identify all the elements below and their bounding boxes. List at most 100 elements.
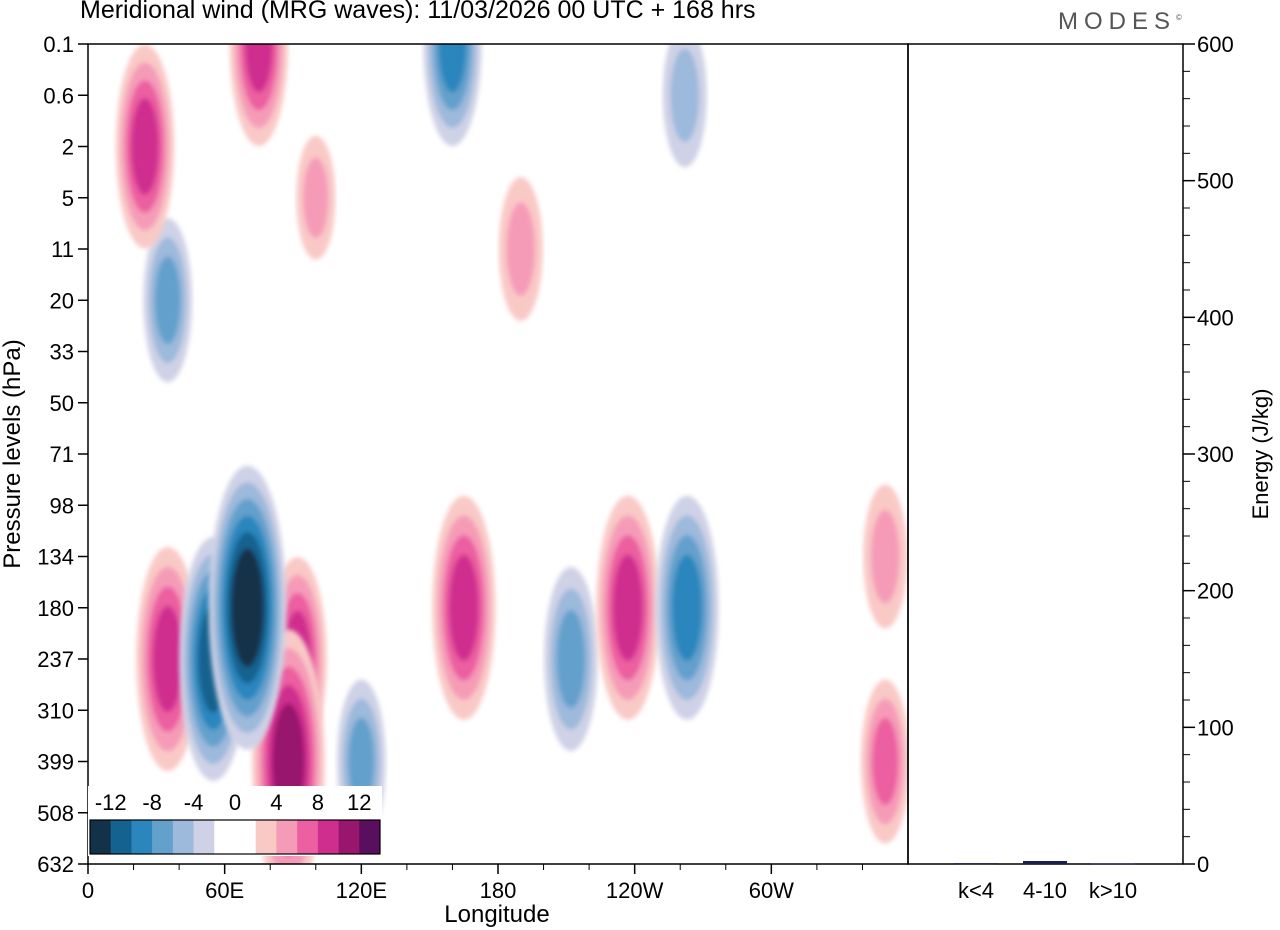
- energy-tick-label: 600: [1197, 32, 1234, 57]
- y-tick-label: 180: [37, 596, 74, 621]
- wind-contour-pos-4: [244, 44, 273, 93]
- modes-logo-mark: ©: [1176, 13, 1182, 22]
- colorbar-cell: [90, 820, 112, 854]
- colorbar-cell: [235, 820, 257, 854]
- colorbar-cell: [276, 820, 298, 854]
- wind-contour-pos-4: [612, 554, 643, 661]
- colorbar-cell: [131, 820, 153, 854]
- x-tick-label: 60W: [749, 878, 794, 903]
- colorbar-tick-label: -8: [142, 790, 162, 815]
- wind-feature: [208, 465, 287, 750]
- y-tick-label: 5: [62, 186, 74, 211]
- wind-feature: [143, 218, 193, 383]
- wind-contour-pos-2: [506, 202, 536, 296]
- colorbar-tick-label: -12: [95, 790, 127, 815]
- energy-axis-label: Energy (J/kg): [1248, 389, 1273, 520]
- energy-bars: [954, 860, 1135, 865]
- colorbar-cell: [193, 820, 215, 854]
- colorbar-tick-label: 8: [312, 790, 324, 815]
- wind-contour-neg-4: [438, 44, 467, 93]
- wind-contour-pos-4: [448, 554, 479, 661]
- y-tick-label: 632: [37, 852, 74, 877]
- colorbar-tick-label: 4: [270, 790, 282, 815]
- energy-tick-label: 400: [1197, 305, 1234, 330]
- wind-contour-neg-4: [672, 554, 703, 661]
- energy-panel-frame: [907, 43, 1184, 865]
- wind-feature: [863, 484, 908, 629]
- x-axis: 0 60E 120E 180 120W 60W: [82, 864, 863, 903]
- colorbar-cell: [110, 820, 132, 854]
- colorbar-cell: [214, 820, 236, 854]
- colorbar-tick-label: 0: [229, 790, 241, 815]
- colorbar-tick-label: -4: [184, 790, 204, 815]
- energy-tick-label: 300: [1197, 442, 1234, 467]
- wind-contour-neg-2: [670, 48, 700, 143]
- wind-feature: [596, 495, 660, 720]
- x-axis-label: Longitude: [444, 901, 549, 928]
- wind-contour-pos-4: [152, 605, 183, 713]
- wind-contour-neg-6: [231, 548, 264, 667]
- colorbar-cell: [172, 820, 194, 854]
- wind-feature: [296, 135, 336, 260]
- wind-contour-neg-3: [348, 717, 375, 806]
- y-tick-label: 508: [37, 801, 74, 826]
- wind-feature: [432, 495, 496, 720]
- y-tick-label: 50: [50, 391, 74, 416]
- colorbar-tick-label: 12: [347, 790, 371, 815]
- y-tick-label: 11: [51, 237, 74, 262]
- y-tick-label: 310: [37, 698, 74, 723]
- x-tick-label: 120W: [606, 878, 664, 903]
- wind-feature: [498, 177, 543, 321]
- y-tick-label: 134: [37, 545, 74, 570]
- wind-feature: [860, 679, 908, 844]
- energy-category-label: 4-10: [1023, 878, 1067, 903]
- y-tick-label: 237: [37, 647, 74, 672]
- x-tick-label: 0: [82, 878, 94, 903]
- energy-categories: k<4 4-10 k>10: [958, 878, 1137, 903]
- energy-bar: [1091, 863, 1135, 865]
- energy-tick-label: 200: [1197, 579, 1234, 604]
- wind-feature: [423, 44, 482, 146]
- colorbar-cell: [255, 820, 277, 854]
- y-axis-label: Pressure levels (hPa): [0, 339, 26, 568]
- wind-contour-neg-3: [154, 256, 181, 344]
- energy-category-label: k>10: [1089, 878, 1137, 903]
- energy-tick-label: 100: [1197, 715, 1234, 740]
- colorbar-cell: [359, 820, 381, 854]
- modes-logo-text: MODES: [1058, 8, 1177, 35]
- y-tick-label: 33: [50, 340, 74, 365]
- wind-contour-pos-2: [870, 509, 900, 604]
- colorbar-frame: [89, 819, 381, 855]
- colorbar-cell: [152, 820, 174, 854]
- heatmap-field: [115, 44, 908, 864]
- x-tick-label: 180: [480, 878, 517, 903]
- wind-contour-pos-2: [303, 157, 329, 239]
- y-axis: 0.1 0.6 2 5 11 20 33 50 71 98 134 180 237 310 399 508 63…: [37, 32, 88, 877]
- wind-feature: [662, 44, 707, 168]
- x-tick-label: 120E: [336, 878, 387, 903]
- colorbar-cell: [297, 820, 319, 854]
- y-tick-label: 0.6: [43, 83, 74, 108]
- energy-tick-label: 500: [1197, 169, 1234, 194]
- colorbar-cell: [317, 820, 339, 854]
- y-tick-label: 20: [50, 288, 74, 313]
- wind-feature: [229, 44, 289, 146]
- wind-feature: [115, 44, 175, 249]
- wind-contour-neg-3: [556, 609, 586, 709]
- colorbar-cell: [338, 820, 360, 854]
- energy-category-label: k<4: [958, 878, 994, 903]
- wind-contour-pos-4: [131, 98, 159, 195]
- y-tick-label: 98: [50, 493, 74, 518]
- wind-feature: [655, 495, 719, 720]
- y-tick-label: 399: [37, 750, 74, 775]
- chart-title: Meridional wind (MRG waves): 11/03/2026 …: [80, 0, 756, 24]
- y-tick-label: 71: [50, 442, 74, 467]
- energy-bar: [954, 863, 998, 865]
- y-tick-label: 0.1: [43, 32, 74, 57]
- y-tick-label: 2: [62, 135, 74, 160]
- energy-bar: [1023, 860, 1067, 864]
- modes-logo: MODES©: [1058, 8, 1182, 36]
- wind-contour-pos-3: [872, 717, 899, 806]
- x-tick-label: 60E: [205, 878, 244, 903]
